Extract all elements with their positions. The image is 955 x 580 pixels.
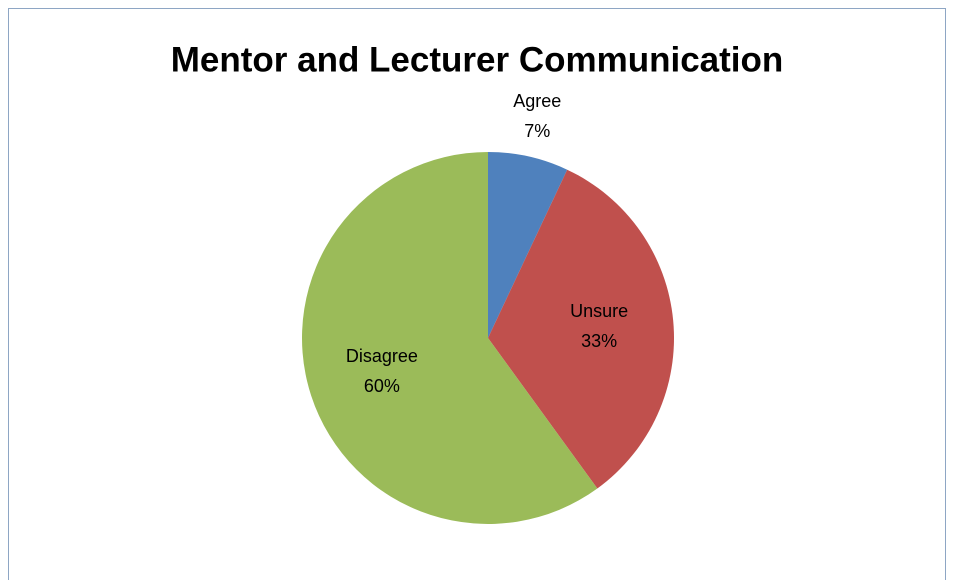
slice-category-label: Unsure: [570, 301, 628, 321]
pie-slice: [488, 169, 674, 489]
slice-category-label: Agree: [513, 91, 561, 111]
slice-category-label: Disagree: [346, 346, 418, 366]
pie-slice: [302, 152, 598, 524]
pie-slice: [488, 152, 568, 338]
slice-value-label: 7%: [524, 121, 550, 141]
slice-value-label: 60%: [364, 376, 400, 396]
slice-value-label: 33%: [581, 331, 617, 351]
chart-title: Mentor and Lecturer Communication: [171, 40, 784, 79]
